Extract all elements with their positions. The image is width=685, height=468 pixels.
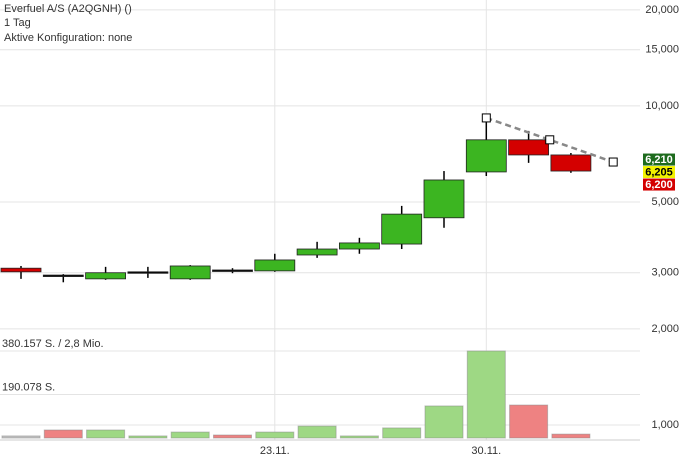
volume-bar xyxy=(213,434,252,439)
candle-body xyxy=(381,213,423,245)
trend-line xyxy=(485,116,614,164)
trend-handle xyxy=(545,135,555,145)
price-label-box xyxy=(643,178,675,191)
volume-bar xyxy=(339,435,379,439)
candle-body xyxy=(254,259,296,272)
volume-bar xyxy=(43,429,83,439)
volume-bar xyxy=(466,350,506,439)
x-tick-label: 30.11. xyxy=(471,445,501,457)
chart-subtitle: 1 Tag xyxy=(4,17,31,29)
volume-bar xyxy=(297,425,337,439)
candle-body xyxy=(169,265,211,280)
y-tick-label: 3,000 xyxy=(651,267,679,279)
y-tick-label: 15,000 xyxy=(645,44,679,56)
price-label-box xyxy=(643,166,675,179)
y-tick-label: 2,000 xyxy=(651,323,679,335)
volume-bar xyxy=(509,404,549,439)
candle-body xyxy=(212,269,253,272)
y-tick-label: 10,000 xyxy=(645,100,679,112)
price-label: 6,205 xyxy=(645,166,673,178)
y-tick-label: 1,000 xyxy=(651,419,679,431)
price-label: 6,200 xyxy=(645,179,673,191)
volume-bar xyxy=(255,431,295,439)
candle-body xyxy=(42,274,84,277)
trend-handle xyxy=(608,157,618,167)
volume-bar xyxy=(86,429,126,439)
volume-tick-label: 380.157 S. / 2,8 Mio. xyxy=(2,338,104,350)
volume-bar xyxy=(551,433,591,439)
candle-body xyxy=(296,248,338,256)
candle-body xyxy=(550,154,592,172)
candle-body xyxy=(0,267,42,273)
volume-bar xyxy=(1,435,41,439)
volume-bar xyxy=(128,435,168,439)
x-tick-label: 23.11. xyxy=(260,445,290,457)
annotation: Aktive Konfiguration: none xyxy=(4,32,132,44)
y-tick-label: 5,000 xyxy=(651,196,679,208)
candle-body xyxy=(127,271,169,274)
chart-title: Everfuel A/S (A2QGNH) () xyxy=(4,3,132,15)
candle-body xyxy=(423,179,465,219)
price-label: 6,210 xyxy=(645,154,673,166)
volume-bar xyxy=(170,431,210,439)
y-tick-label: 20,000 xyxy=(645,4,679,16)
volume-tick-label: 190.078 S. xyxy=(2,381,55,393)
volume-bar xyxy=(424,405,464,439)
price-label-box xyxy=(643,153,675,166)
trend-handle xyxy=(481,113,491,123)
candle-body xyxy=(465,139,507,173)
volume-bar xyxy=(382,427,422,439)
candle-body xyxy=(508,139,550,156)
candle-body xyxy=(338,242,380,250)
candle-body xyxy=(85,272,126,280)
